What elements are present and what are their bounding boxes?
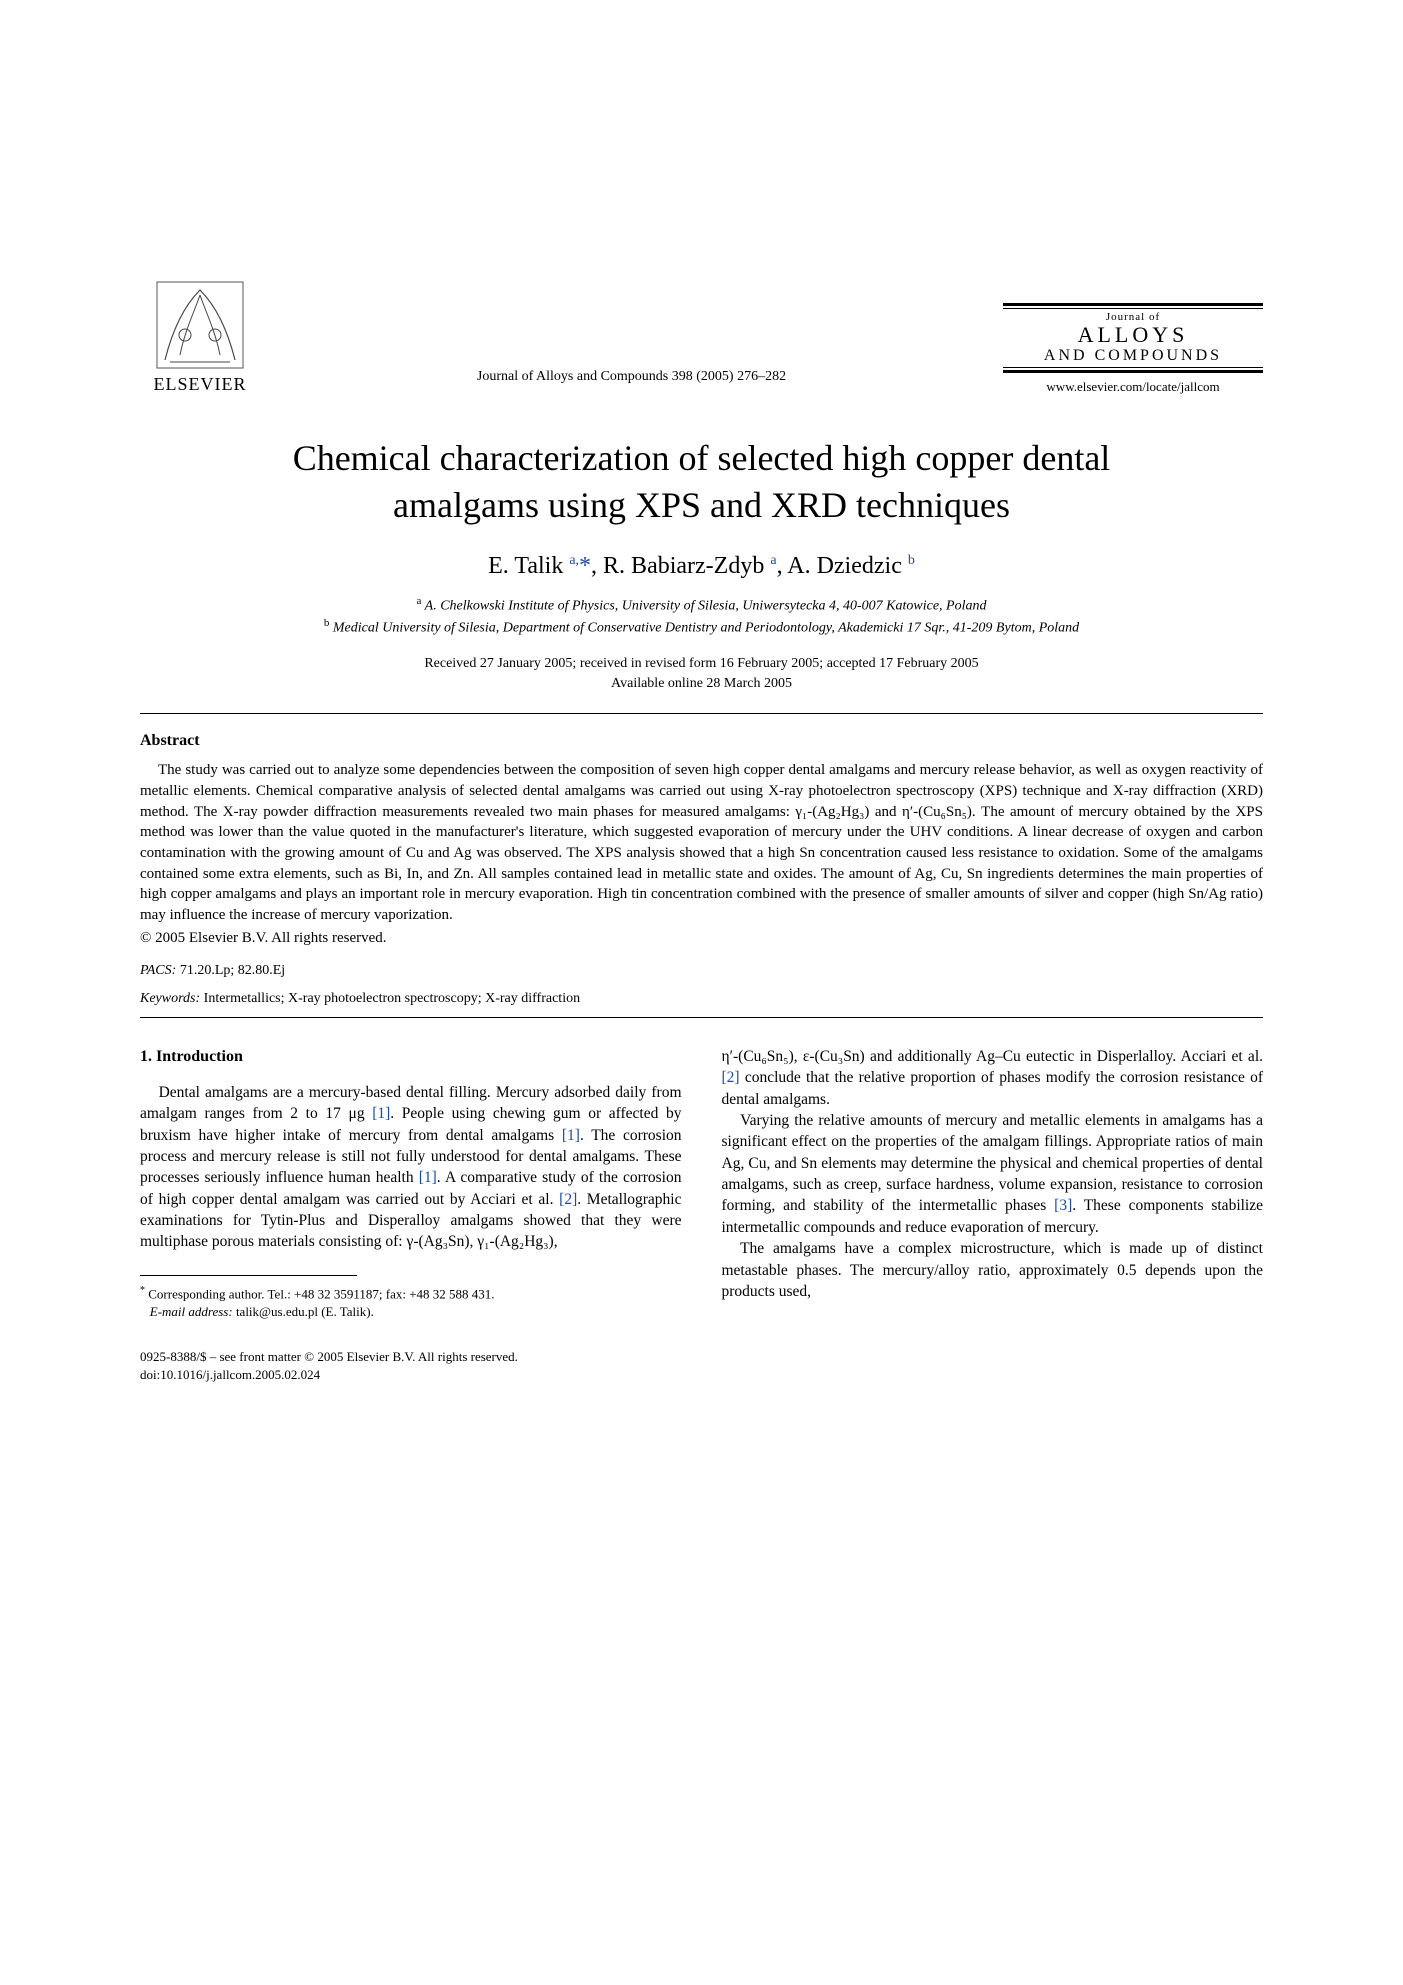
journal-brand: Journal of ALLOYS AND COMPOUNDS www.else… <box>1003 301 1263 395</box>
abstract-body: The study was carried out to analyze som… <box>140 760 1263 926</box>
footnote-email-label: E-mail address: <box>150 1304 233 1319</box>
brand-rule <box>1003 370 1263 373</box>
footnote-divider <box>140 1275 357 1276</box>
doi-line: doi:10.1016/j.jallcom.2005.02.024 <box>140 1366 1263 1384</box>
brand-title-sub: AND COMPOUNDS <box>1003 347 1263 365</box>
intro-para-1: Dental amalgams are a mercury-based dent… <box>140 1082 682 1253</box>
divider <box>140 713 1263 714</box>
publisher-block: ELSEVIER <box>140 280 260 395</box>
affiliation-a: a A. Chelkowski Institute of Physics, Un… <box>140 594 1263 616</box>
publisher-name: ELSEVIER <box>154 374 247 395</box>
keywords-line: Keywords: Intermetallics; X-ray photoele… <box>140 991 1263 1007</box>
pacs-line: PACS: 71.20.Lp; 82.80.Ej <box>140 963 1263 979</box>
available-online-date: Available online 28 March 2005 <box>140 674 1263 694</box>
right-column: η′-(Cu₆Sn₅), ε-(Cu₃Sn) and additionally … <box>722 1046 1264 1321</box>
brand-caption: Journal of <box>1003 311 1263 323</box>
divider <box>140 1017 1263 1018</box>
keywords-label: Keywords: <box>140 991 200 1006</box>
footnote-line-2: E-mail address: talik@us.edu.pl (E. Tali… <box>140 1303 682 1321</box>
affiliation-a-text: A. Chelkowski Institute of Physics, Univ… <box>425 598 987 613</box>
footnote-line-1: * Corresponding author. Tel.: +48 32 359… <box>140 1284 682 1303</box>
affiliation-b-text: Medical University of Silesia, Departmen… <box>333 621 1079 636</box>
article-title: Chemical characterization of selected hi… <box>220 435 1183 529</box>
brand-url[interactable]: www.elsevier.com/locate/jallcom <box>1003 379 1263 395</box>
received-date: Received 27 January 2005; received in re… <box>140 654 1263 674</box>
page-header: ELSEVIER Journal of Alloys and Compounds… <box>140 280 1263 395</box>
brand-rule <box>1003 303 1263 306</box>
brand-title-main: ALLOYS <box>1003 323 1263 347</box>
keywords-value: Intermetallics; X-ray photoelectron spec… <box>204 991 580 1006</box>
front-matter-meta: 0925-8388/$ – see front matter © 2005 El… <box>140 1348 1263 1383</box>
abstract-copyright: © 2005 Elsevier B.V. All rights reserved… <box>140 930 1263 947</box>
journal-citation: Journal of Alloys and Compounds 398 (200… <box>260 369 1003 395</box>
elsevier-logo-icon <box>155 280 245 370</box>
footnote-text: Corresponding author. Tel.: +48 32 35911… <box>148 1286 494 1301</box>
brand-rule <box>1003 367 1263 368</box>
intro-para-3: Varying the relative amounts of mercury … <box>722 1110 1264 1238</box>
authors-line: E. Talik a,*, R. Babiarz-Zdyb a, A. Dzie… <box>140 553 1263 580</box>
affiliation-b: b Medical University of Silesia, Departm… <box>140 616 1263 638</box>
intro-para-2: η′-(Cu₆Sn₅), ε-(Cu₃Sn) and additionally … <box>722 1046 1264 1110</box>
pacs-value: 71.20.Lp; 82.80.Ej <box>180 963 285 978</box>
intro-para-4: The amalgams have a complex microstructu… <box>722 1238 1264 1302</box>
pacs-label: PACS: <box>140 963 176 978</box>
corresponding-author-footnote: * Corresponding author. Tel.: +48 32 359… <box>140 1284 682 1320</box>
abstract-heading: Abstract <box>140 732 1263 750</box>
affiliations: a A. Chelkowski Institute of Physics, Un… <box>140 594 1263 639</box>
footnote-email[interactable]: talik@us.edu.pl (E. Talik). <box>236 1304 374 1319</box>
left-column: 1. Introduction Dental amalgams are a me… <box>140 1046 682 1321</box>
section-1-heading: 1. Introduction <box>140 1046 682 1068</box>
body-columns: 1. Introduction Dental amalgams are a me… <box>140 1046 1263 1321</box>
brand-rule <box>1003 308 1263 309</box>
article-dates: Received 27 January 2005; received in re… <box>140 654 1263 693</box>
issn-copyright: 0925-8388/$ – see front matter © 2005 El… <box>140 1348 1263 1366</box>
